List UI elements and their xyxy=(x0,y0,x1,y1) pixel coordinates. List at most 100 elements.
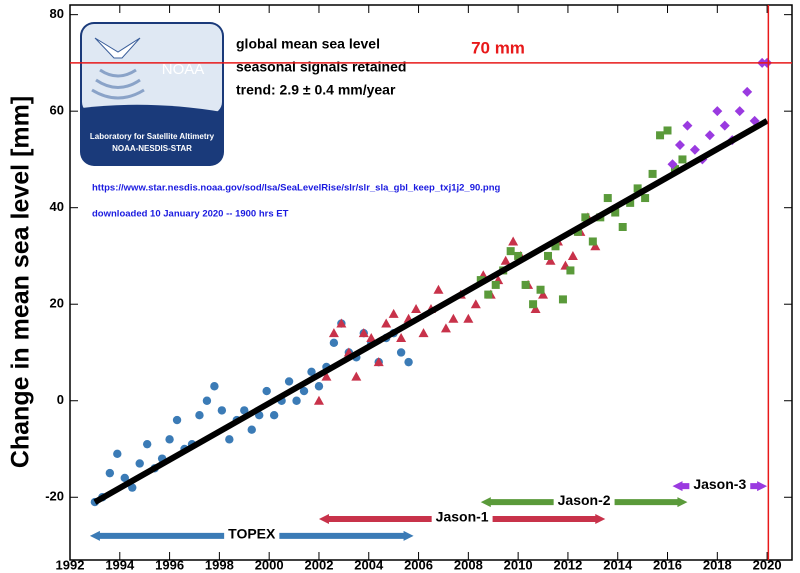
logo-lab: Laboratory for Satellite Altimetry xyxy=(90,132,215,141)
mission-label-bg xyxy=(224,526,280,544)
point xyxy=(366,333,377,342)
logo-bird xyxy=(94,37,141,59)
point xyxy=(678,155,687,164)
point xyxy=(514,251,523,260)
point xyxy=(581,213,590,222)
point xyxy=(667,159,678,170)
point xyxy=(530,304,541,314)
y-tick-label: 0 xyxy=(57,392,64,407)
trend-line xyxy=(93,118,769,505)
point xyxy=(299,386,309,396)
point xyxy=(336,318,347,328)
point xyxy=(351,371,362,381)
source-url: https://www.star.nesdis.noaa.gov/sod/lsa… xyxy=(92,183,501,194)
x-tick-label: 2014 xyxy=(603,557,633,572)
point xyxy=(463,313,474,323)
point xyxy=(135,459,144,468)
x-tick-label: 1998 xyxy=(205,557,234,572)
logo-sky xyxy=(82,24,222,114)
point xyxy=(240,406,249,415)
point xyxy=(210,382,219,391)
logo-sea xyxy=(82,104,222,128)
plot-frame xyxy=(69,4,793,561)
point xyxy=(663,126,672,135)
point xyxy=(538,289,549,299)
mission-label: Jason-1 xyxy=(436,509,489,525)
point xyxy=(742,86,753,97)
point xyxy=(506,247,515,256)
x-tick-label: 2020 xyxy=(753,557,782,572)
point xyxy=(195,411,204,420)
point xyxy=(329,338,339,348)
mission-label-bg xyxy=(553,493,615,511)
point xyxy=(682,120,693,131)
point xyxy=(120,473,129,483)
point xyxy=(544,251,553,260)
point xyxy=(484,290,493,299)
point xyxy=(448,313,459,323)
point xyxy=(611,208,620,217)
annotation: trend: 2.9 ± 0.4 mm/year xyxy=(236,82,396,98)
point xyxy=(440,323,451,333)
x-tick-label: 1992 xyxy=(56,557,85,572)
annotation: seasonal signals retained xyxy=(236,59,406,75)
x-tick-label: 2006 xyxy=(404,557,433,572)
point xyxy=(704,130,715,141)
point xyxy=(670,165,679,174)
point xyxy=(566,266,575,275)
x-tick-label: 2000 xyxy=(255,557,284,572)
point xyxy=(712,106,723,117)
point xyxy=(588,237,597,246)
point xyxy=(314,382,324,391)
x-tick-label: 2010 xyxy=(504,557,533,572)
mission-label: TOPEX xyxy=(228,526,276,542)
point xyxy=(321,371,332,381)
point xyxy=(689,144,700,155)
y-tick-label: 20 xyxy=(50,296,64,311)
point xyxy=(404,357,413,367)
point xyxy=(262,386,271,396)
y-tick-label: 60 xyxy=(50,103,64,118)
point xyxy=(142,439,152,449)
point xyxy=(172,415,182,425)
point xyxy=(105,468,115,478)
point xyxy=(225,435,234,444)
point xyxy=(202,396,212,405)
y-axis-label: Change in mean sea level [mm] xyxy=(7,96,35,468)
y-tick-label: 40 xyxy=(50,199,64,214)
mission-label-bg xyxy=(689,477,751,495)
x-tick-label: 2002 xyxy=(305,557,334,572)
point xyxy=(521,280,530,289)
point xyxy=(491,280,500,289)
point xyxy=(381,318,392,328)
mission-label: Jason-3 xyxy=(693,476,746,492)
point xyxy=(470,299,481,309)
point xyxy=(217,406,227,415)
reference-label: 70 mm xyxy=(471,38,525,57)
point xyxy=(307,367,316,376)
x-tick-label: 2016 xyxy=(653,557,682,572)
point xyxy=(284,377,294,386)
point xyxy=(719,120,730,131)
annotation: global mean sea level xyxy=(236,36,380,52)
point xyxy=(641,194,650,203)
y-tick-label: 80 xyxy=(50,6,64,21)
logo-waves xyxy=(91,68,145,100)
point xyxy=(113,449,122,459)
point xyxy=(545,255,556,265)
logo-name: NOAA xyxy=(162,61,205,78)
point xyxy=(418,328,429,338)
x-tick-label: 2018 xyxy=(703,557,732,572)
point xyxy=(373,357,384,367)
point xyxy=(734,106,745,117)
x-tick-label: 1994 xyxy=(105,557,135,572)
point xyxy=(165,435,174,444)
point xyxy=(328,328,339,338)
point xyxy=(656,131,665,140)
y-tick-label: -20 xyxy=(45,489,64,504)
x-tick-label: 2008 xyxy=(454,557,483,572)
point xyxy=(396,348,406,357)
x-tick-label: 1996 xyxy=(155,557,184,572)
point xyxy=(536,285,545,294)
